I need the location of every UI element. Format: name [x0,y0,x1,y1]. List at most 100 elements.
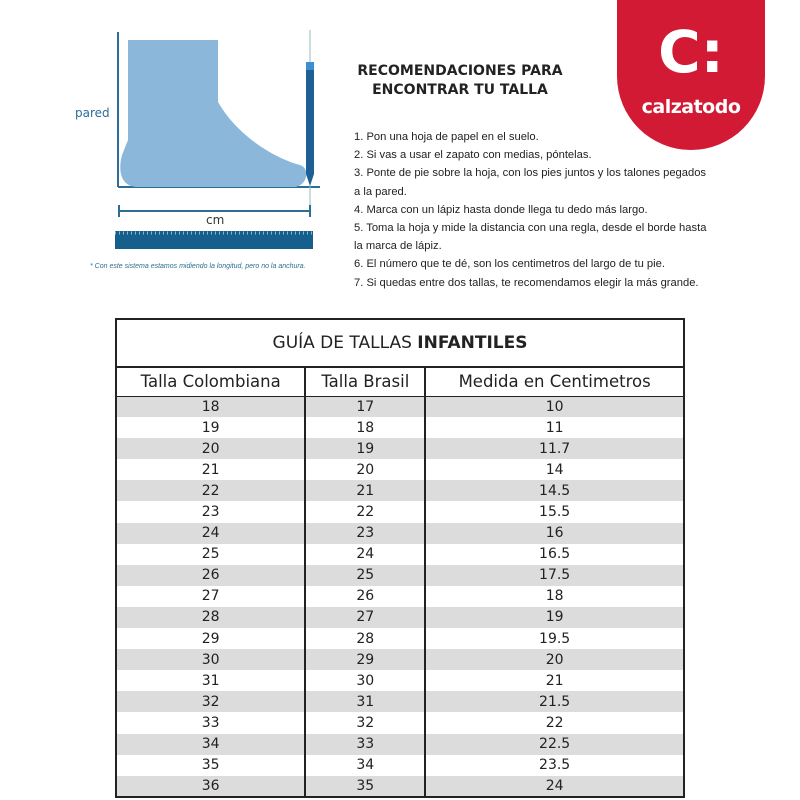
table-cell: 24 [116,522,307,544]
table-row: 34 33 22.5 [116,733,684,755]
table-title: GUÍA DE TALLAS INFANTILES [116,319,684,368]
step: 7. Si quedas entre dos tallas, te recome… [354,276,699,289]
step: 2. Si vas a usar el zapato con medias, p… [354,149,592,162]
table-row: 20 19 11.7 [116,438,684,460]
table-cell: 28 [116,606,307,629]
table-cell: 29 [116,628,307,650]
table-cell: 14 [545,461,564,478]
logo-name: calzatodo [641,96,741,118]
table-cell: 26 [305,585,427,607]
pencil-icon [306,62,314,174]
table-row: 22 21 14.5 [116,480,684,502]
table-cell: 33 [116,712,307,734]
table-cell: 31 [116,670,307,692]
table-cell: 19 [116,417,307,439]
table-cell: 20 [305,459,427,481]
table-row: 24 23 16 [116,522,684,544]
step: a la pared. [354,185,407,198]
step: 4. Marca con un lápiz hasta donde llega … [354,203,648,216]
table-row: 33 32 22 [116,712,684,734]
table-cell: 30 [305,670,427,692]
table-cell: 30 [116,649,307,671]
table-cell: 11.7 [539,440,571,457]
step: 3. Ponte de pie sobre la hoja, con los p… [354,167,707,180]
table-cell: 21.5 [539,693,571,710]
table-cell: 33 [305,733,427,755]
step: la marca de lápiz. [354,240,442,253]
table-cell: 11 [545,419,564,436]
ruler-icon [115,231,313,249]
diagram-note: * Con este sistema estamos midiendo la l… [90,263,306,270]
logo-mark: C: [658,18,724,86]
table-cell: 20 [116,438,307,460]
table-cell: 19 [545,609,564,626]
table-row: 36 35 24 [116,775,684,797]
foot-illustration [120,40,307,187]
size-guide-table: GUÍA DE TALLAS INFANTILES Talla Colombia… [115,318,685,798]
title-line: RECOMENDACIONES PARA [357,63,563,79]
table-row: 27 26 18 [116,585,684,607]
table-cell: 24 [545,777,564,794]
table-cell: 23.5 [539,757,571,774]
table-cell: 16.5 [539,546,571,563]
table-cell: 21 [305,480,427,502]
table-row: 18 17 10 [116,396,684,418]
table-cell: 34 [116,733,307,755]
table-cell: 29 [305,649,427,671]
table-cell: 21 [545,672,564,689]
table-row: 23 22 15.5 [116,501,684,523]
instructions-steps: 1. Pon una hoja de papel en el suelo. 2.… [354,128,706,292]
step: 5. Toma la hoja y mide la distancia con … [354,222,707,235]
table-cell: 25 [116,543,307,565]
table-row: 31 30 21 [116,670,684,692]
table-cell: 32 [305,712,427,734]
table-cell: 28 [305,628,427,650]
table-cell: 18 [545,588,564,605]
table-row: 26 25 17.5 [116,564,684,586]
calzatodo-logo: C: calzatodo [617,0,765,150]
measure-label: cm [206,213,225,227]
table-cell: 23 [305,522,427,544]
table-cell: 20 [545,651,564,668]
wall-label: pared [75,106,110,120]
table-cell: 34 [305,754,427,776]
table-cell: 21 [116,459,307,481]
table-row: 30 29 20 [116,649,684,671]
col-header-colombia: Talla Colombiana [116,367,307,397]
step: 1. Pon una hoja de papel en el suelo. [354,131,539,143]
table-row: 19 18 11 [116,417,684,439]
table-cell: 22.5 [539,736,571,753]
table-row: 28 27 19 [116,606,684,629]
table-cell: 19.5 [539,630,571,647]
table-cell: 22 [116,480,307,502]
table-cell: 25 [305,564,427,586]
table-row: 21 20 14 [116,459,684,481]
table-cell: 35 [116,754,307,776]
table-row: 35 34 23.5 [116,754,684,776]
table-cell: 24 [305,543,427,565]
table-cell: 26 [116,564,307,586]
table-cell: 31 [305,691,427,713]
table-cell: 36 [116,775,307,797]
table-cell: 17 [305,396,427,418]
table-cell: 10 [545,398,564,415]
table-row: 25 24 16.5 [116,543,684,565]
table-cell: 18 [305,417,427,439]
table-row: 29 28 19.5 [116,628,684,650]
table-cell: 16 [545,525,564,542]
table-cell: 18 [116,396,307,418]
title-line: ENCONTRAR TU TALLA [372,82,548,98]
table-cell: 27 [116,585,307,607]
foot-measurement-diagram [115,30,320,249]
table-cell: 17.5 [539,567,571,584]
table-cell: 19 [305,438,427,460]
table-cell: 14.5 [539,482,571,499]
step: 6. El número que te dé, son los centimet… [354,258,665,271]
col-header-brasil: Talla Brasil [305,367,427,397]
table-cell: 22 [305,501,427,523]
table-row: 32 31 21.5 [116,691,684,713]
col-header-cm: Medida en Centimetros [425,367,684,397]
table-cell: 32 [116,691,307,713]
table-cell: 27 [305,606,427,629]
instructions-title: RECOMENDACIONES PARA ENCONTRAR TU TALLA [330,62,590,100]
